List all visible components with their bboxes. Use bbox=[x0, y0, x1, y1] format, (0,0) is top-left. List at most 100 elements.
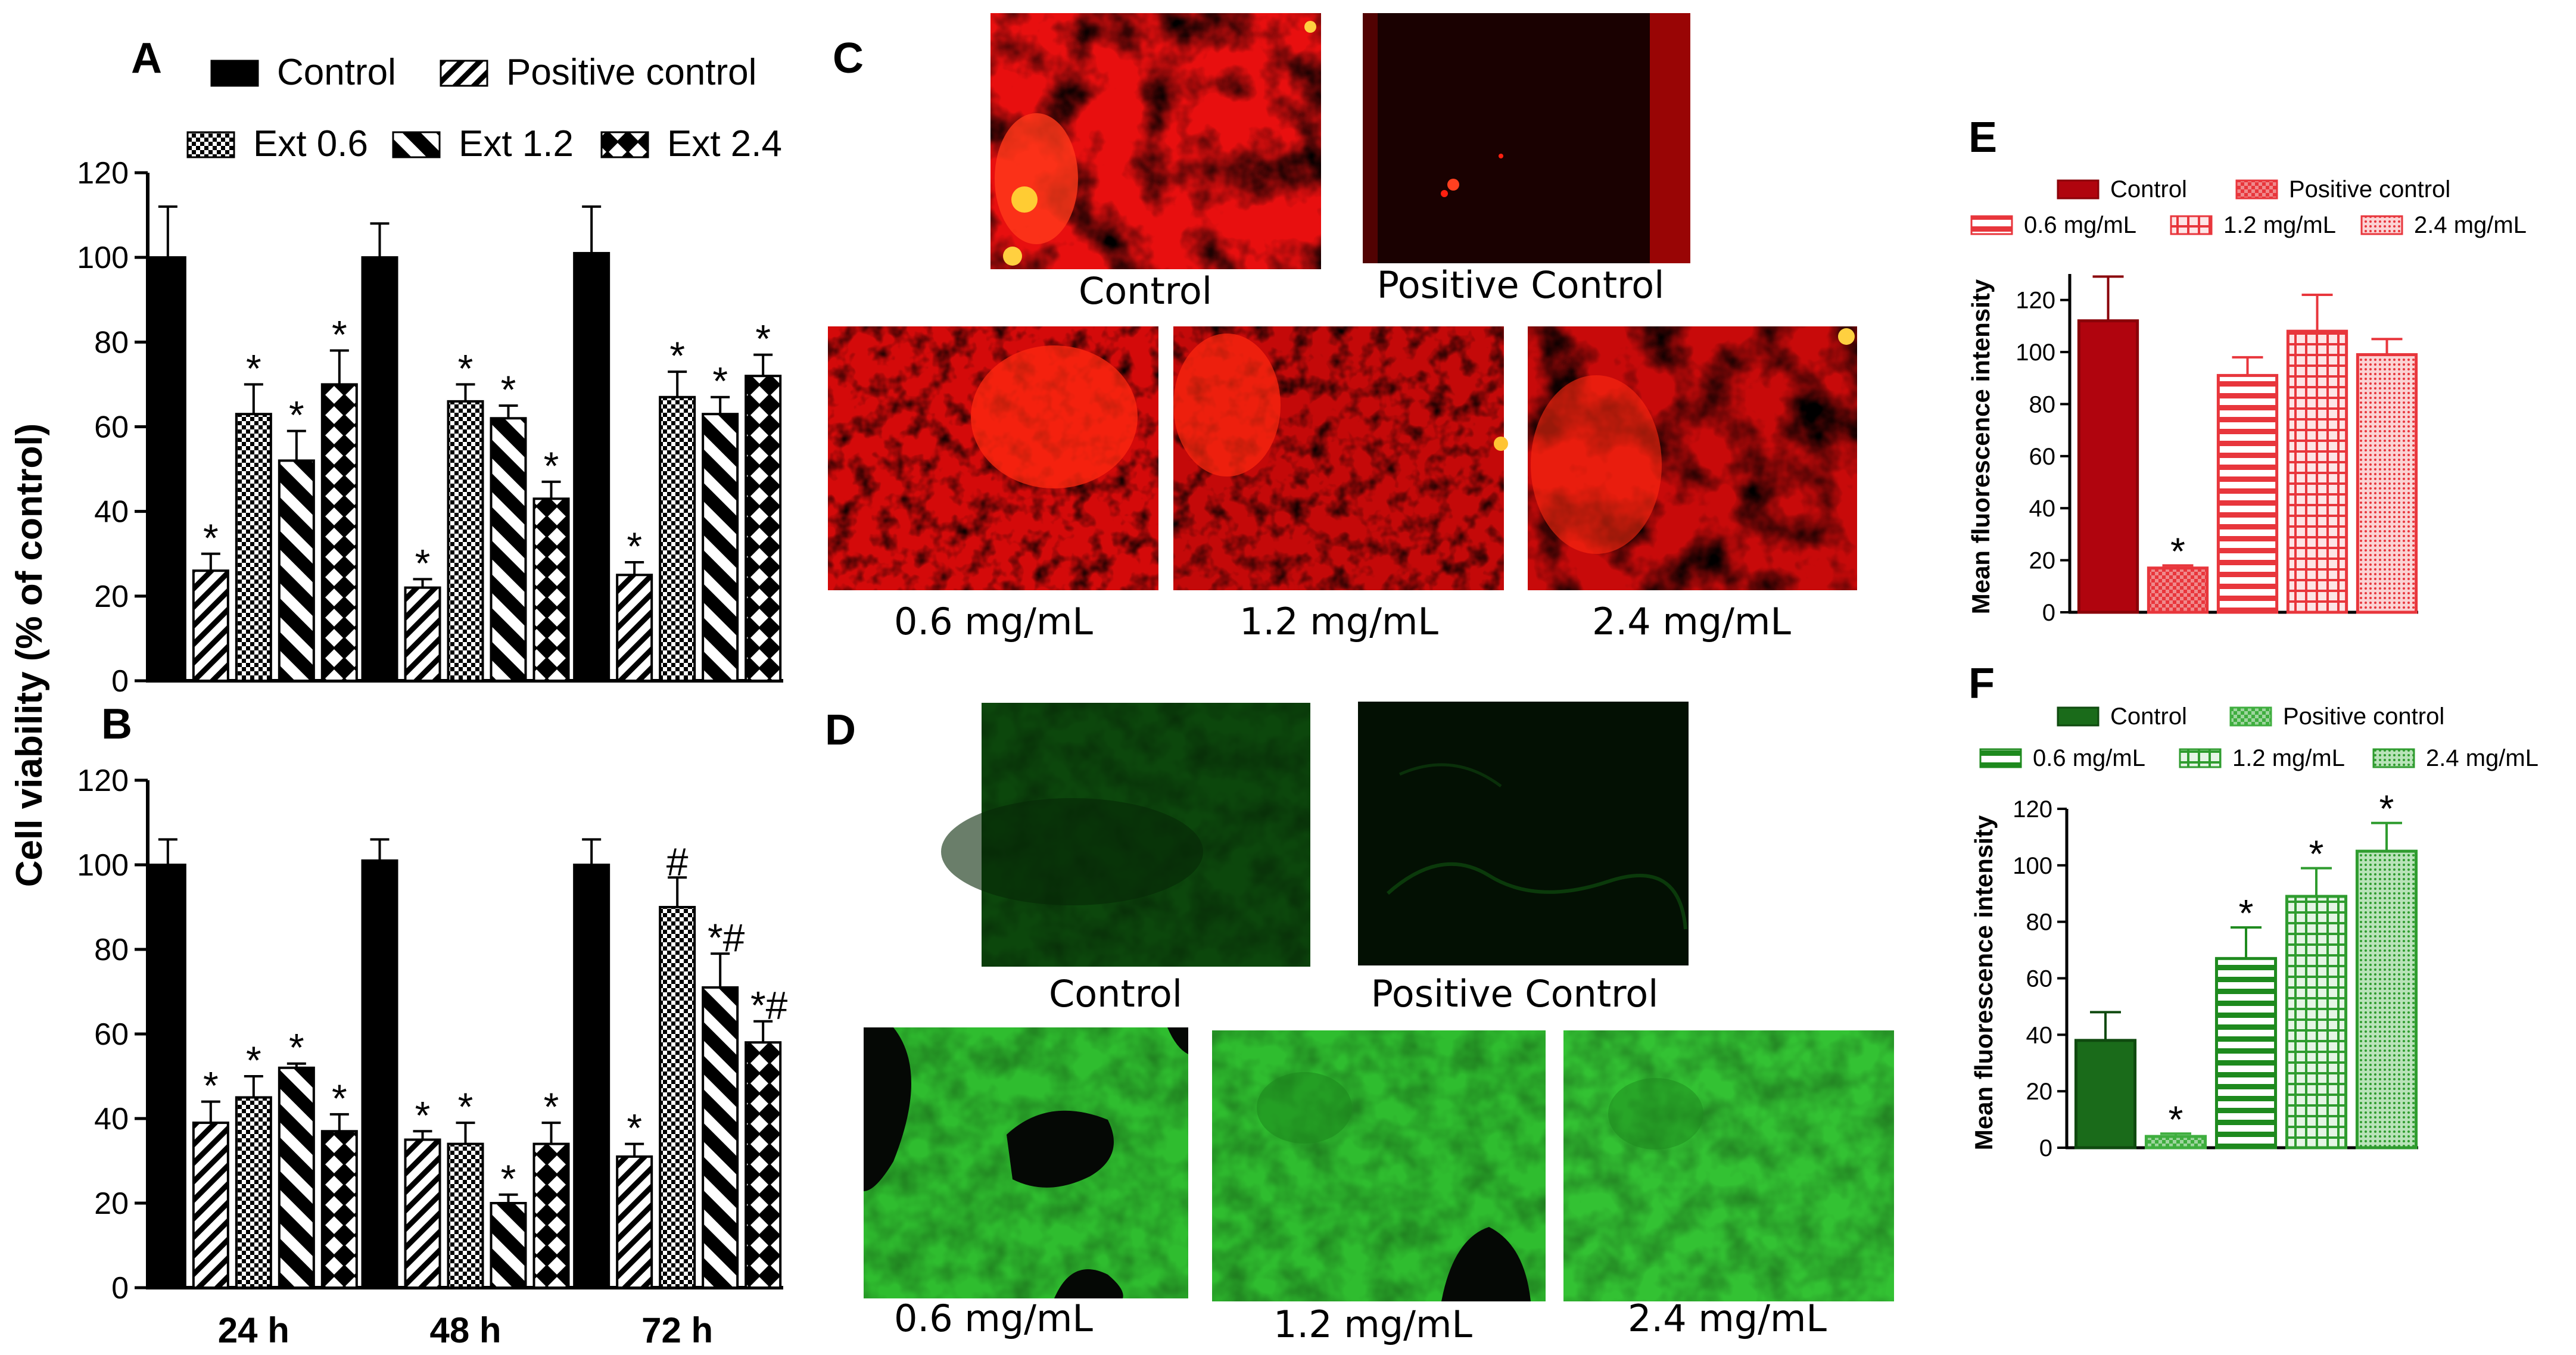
fluorescence-panel-f: F Control Positive control 0.6 mg/mL 1.2 mg… bbox=[1968, 660, 2538, 1161]
bar-ext-1-2-72-h bbox=[702, 413, 739, 682]
legend-label-positive-control: Positive control bbox=[506, 52, 756, 93]
bar-ext-2-4-72-h bbox=[745, 1041, 782, 1289]
chart-f: 0 20 40 60 80 100 120 * * * * bbox=[2013, 787, 2418, 1161]
panel-label-f: F bbox=[1968, 660, 1995, 708]
legend-label-control: Control bbox=[2110, 176, 2187, 203]
significance-mark: * bbox=[544, 1085, 559, 1129]
category-label-48-h: 48 h bbox=[429, 1310, 501, 1350]
y-tick-label: 60 bbox=[94, 410, 129, 445]
legend-f: Control Positive control 0.6 mg/mL 1.2 mg/m… bbox=[1979, 703, 2538, 771]
bar-positive-control bbox=[2144, 1135, 2207, 1150]
bar-positive-control-48-h bbox=[404, 1138, 441, 1289]
y-tick-label: 100 bbox=[2016, 339, 2055, 366]
significance-mark: * bbox=[246, 1038, 261, 1082]
bar-control bbox=[2074, 1039, 2137, 1150]
panel-label-d: D bbox=[825, 706, 856, 754]
significance-mark: * bbox=[458, 1085, 474, 1129]
significance-mark: * bbox=[289, 1026, 304, 1070]
bar-ext-0-6-48-h bbox=[447, 400, 484, 682]
image-c-1-2 bbox=[1173, 326, 1508, 590]
significance-mark: * bbox=[627, 524, 642, 568]
y-tick-label: 120 bbox=[77, 764, 129, 798]
chart-e: 0 20 40 60 80 100 120 * bbox=[2016, 274, 2418, 626]
image-c-2-4 bbox=[1528, 326, 1857, 590]
label-c-1-2: 1.2 mg/mL bbox=[1239, 600, 1438, 643]
y-tick-label: 60 bbox=[2029, 444, 2056, 470]
legend-swatch-ext-2-4 bbox=[600, 131, 649, 158]
viability-legend: Control Positive control Ext 0.6 Ext 1.2 Ext… bbox=[186, 52, 782, 164]
bar-positive-control-72-h bbox=[616, 574, 653, 683]
image-d-2-4 bbox=[1563, 1030, 1894, 1301]
bar-ext-2-4-48-h bbox=[532, 1142, 570, 1289]
label-d-control: Control bbox=[1049, 972, 1182, 1016]
legend-label-2-4-mg-ml: 2.4 mg/mL bbox=[2426, 745, 2538, 771]
bar-1-2-mg-ml bbox=[2286, 329, 2348, 614]
significance-mark: * bbox=[2309, 833, 2324, 876]
y-tick-label: 20 bbox=[2026, 1079, 2053, 1105]
label-c-0-6: 0.6 mg/mL bbox=[894, 600, 1093, 643]
label-c-positive-control: Positive Control bbox=[1377, 263, 1665, 307]
bar-control-48-h bbox=[361, 859, 398, 1289]
legend-label-control: Control bbox=[2110, 703, 2187, 730]
y-tick-label: 40 bbox=[2029, 496, 2056, 522]
y-tick-label: 120 bbox=[77, 156, 129, 191]
significance-mark: * bbox=[2170, 529, 2185, 572]
bar-1-2-mg-ml bbox=[2285, 895, 2348, 1150]
legend-swatch-control bbox=[2057, 706, 2100, 727]
legend-swatch-0-6-mg-ml bbox=[1970, 215, 2013, 235]
y-tick-label: 60 bbox=[94, 1017, 129, 1052]
significance-mark: * bbox=[755, 317, 771, 361]
panel-label-e: E bbox=[1968, 114, 1997, 161]
y-tick-label: 0 bbox=[2042, 600, 2055, 626]
significance-mark: # bbox=[666, 839, 689, 883]
y-tick-label: 20 bbox=[94, 1186, 129, 1221]
bar-0-6-mg-ml bbox=[2216, 373, 2279, 614]
micrographs-d: D Control Positive Control bbox=[825, 702, 1894, 1346]
y-tick-label: 120 bbox=[2016, 288, 2055, 314]
bar-ext-0-6-72-h bbox=[659, 906, 696, 1289]
label-d-positive-control: Positive Control bbox=[1371, 972, 1659, 1016]
y-tick-label: 0 bbox=[111, 664, 129, 699]
image-c-control bbox=[990, 13, 1321, 269]
y-tick-label: 40 bbox=[2026, 1022, 2053, 1048]
bar-ext-1-2-48-h bbox=[490, 1202, 527, 1289]
label-d-0-6: 0.6 mg/mL bbox=[894, 1297, 1093, 1340]
legend-label-ext-0-6: Ext 0.6 bbox=[253, 123, 368, 164]
label-d-2-4: 2.4 mg/mL bbox=[1628, 1297, 1827, 1340]
y-tick-label: 120 bbox=[2013, 796, 2052, 823]
bar-ext-1-2-24-h bbox=[278, 459, 315, 682]
bar-ext-1-2-24-h bbox=[278, 1066, 315, 1289]
bar-positive-control bbox=[2147, 566, 2209, 614]
viability-y-label: Cell viability (% of control) bbox=[9, 423, 50, 887]
y-tick-label: 40 bbox=[94, 1102, 129, 1136]
significance-mark: * bbox=[332, 1076, 347, 1120]
y-tick-label: 20 bbox=[94, 580, 129, 614]
legend-label-1-2-mg-ml: 1.2 mg/mL bbox=[2223, 212, 2336, 238]
y-tick-label: 80 bbox=[2026, 909, 2053, 936]
viability-panels: A B Control Positive control Ext 0.6 Ext 1.… bbox=[9, 35, 788, 1350]
label-d-1-2: 1.2 mg/mL bbox=[1273, 1303, 1472, 1346]
image-d-0-6 bbox=[864, 1027, 1188, 1298]
image-d-1-2 bbox=[1212, 1030, 1546, 1301]
legend-label-ext-1-2: Ext 1.2 bbox=[459, 123, 574, 164]
legend-swatch-ext-1-2 bbox=[392, 131, 441, 158]
significance-mark: * bbox=[246, 346, 261, 390]
significance-mark: * bbox=[669, 334, 685, 378]
legend-swatch-1-2-mg-ml bbox=[2179, 748, 2222, 768]
y-tick-label: 40 bbox=[94, 495, 129, 529]
bar-ext-0-6-72-h bbox=[659, 395, 696, 682]
significance-mark: * bbox=[458, 346, 474, 390]
legend-swatch-control bbox=[2057, 179, 2100, 200]
bar-ext-2-4-48-h bbox=[532, 497, 570, 682]
significance-mark: * bbox=[2379, 787, 2394, 830]
bar-ext-0-6-24-h bbox=[235, 1096, 272, 1289]
image-c-positive-control bbox=[1363, 13, 1690, 263]
significance-mark: * bbox=[501, 1157, 516, 1201]
f-y-label: Mean fluorescence intensity bbox=[1970, 815, 1998, 1150]
significance-mark: *# bbox=[750, 983, 788, 1027]
legend-label-control: Control bbox=[277, 52, 396, 93]
panel-label-b: B bbox=[101, 700, 132, 748]
y-tick-label: 100 bbox=[77, 848, 129, 883]
legend-label-1-2-mg-ml: 1.2 mg/mL bbox=[2232, 745, 2345, 771]
bar-ext-1-2-48-h bbox=[490, 417, 527, 682]
